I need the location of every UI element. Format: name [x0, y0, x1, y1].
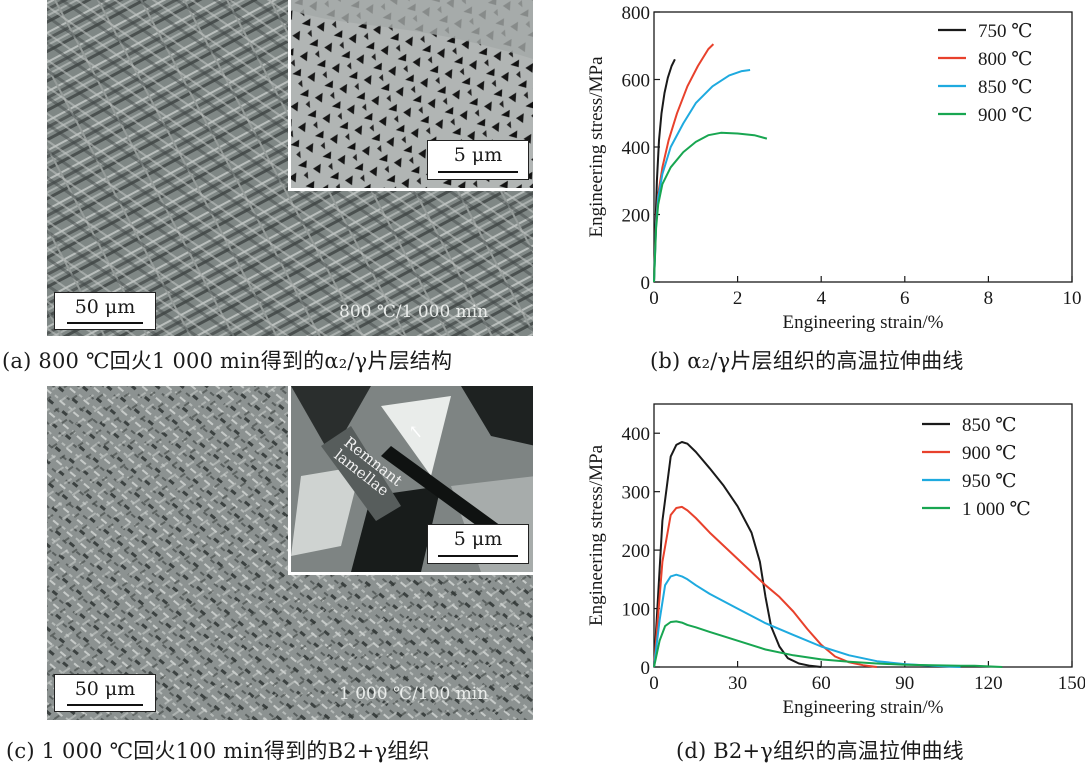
inset-scale-label-c: 5 μm	[453, 528, 503, 550]
inset-a: 5 μm	[288, 0, 533, 191]
series-line-d-1	[653, 505, 878, 668]
x-tick-label-d-5: 150	[1058, 673, 1085, 694]
inset-scale-bar-a: 5 μm	[427, 140, 529, 180]
x-tick-label-b-3: 6	[900, 288, 910, 309]
series-line-d-2	[653, 573, 961, 668]
legend-label-d-0: 850 ℃	[962, 415, 1017, 436]
condition-label-a: 800 ℃/1 000 min	[339, 302, 489, 322]
series-line-b-3	[653, 131, 768, 283]
series-line-d-3	[653, 620, 1003, 668]
caption-a: (a) 800 ℃回火1 000 min得到的α₂/γ片层结构	[2, 349, 453, 373]
legend-label-b-3: 900 ℃	[978, 105, 1033, 126]
x-tick-label-d-4: 120	[974, 673, 1003, 694]
y-tick-label-b-2: 400	[622, 138, 651, 159]
y-axis-label-d: Engineering stress/MPa	[586, 444, 607, 626]
x-tick-label-d-0: 0	[649, 673, 659, 694]
x-tick-label-d-2: 60	[812, 673, 831, 694]
legend-label-b-0: 750 ℃	[978, 21, 1033, 42]
caption-c: (c) 1 000 ℃回火100 min得到的B2+γ组织	[6, 739, 430, 763]
x-tick-label-b-0: 0	[649, 288, 659, 309]
scale-line-a	[67, 322, 143, 324]
legend-label-b-2: 850 ℃	[978, 77, 1033, 98]
scale-bar-c: 50 μm	[54, 674, 156, 712]
y-tick-label-b-1: 200	[622, 206, 651, 227]
y-axis-label-b: Engineering stress/MPa	[586, 56, 607, 238]
x-axis-label-d: Engineering strain/%	[783, 697, 944, 718]
legend-label-b-1: 800 ℃	[978, 49, 1033, 70]
y-tick-label-d-0: 0	[641, 658, 651, 679]
legend-label-d-3: 1 000 ℃	[962, 499, 1031, 520]
scale-bar-a: 50 μm	[54, 292, 156, 330]
condition-label-c: 1 000 ℃/100 min	[339, 684, 489, 704]
caption-d: (d) B2+γ组织的高温拉伸曲线	[676, 739, 964, 763]
y-tick-label-d-1: 100	[622, 600, 651, 621]
scale-label-a: 50 μm	[74, 296, 136, 318]
x-tick-label-b-2: 4	[816, 288, 826, 309]
plot-frame-d	[653, 403, 1073, 668]
series-line-b-2	[653, 69, 751, 283]
x-tick-label-b-1: 2	[733, 288, 743, 309]
inset-scale-line-a	[438, 171, 518, 173]
y-tick-label-b-3: 600	[622, 71, 651, 92]
scale-label-c: 50 μm	[74, 678, 136, 700]
x-tick-label-d-3: 90	[895, 673, 914, 694]
scale-line-c	[67, 704, 143, 706]
inset-scale-label-a: 5 μm	[453, 144, 503, 166]
y-tick-label-d-2: 200	[622, 541, 651, 562]
x-tick-label-b-5: 10	[1063, 288, 1082, 309]
x-tick-label-d-1: 30	[728, 673, 747, 694]
inset-c: Remnant lamellae ↑ 5 μm	[288, 386, 533, 575]
x-tick-label-b-4: 8	[984, 288, 994, 309]
legend-label-d-1: 900 ℃	[962, 443, 1017, 464]
inset-scale-bar-c: 5 μm	[427, 524, 529, 564]
x-axis-label-b: Engineering strain/%	[783, 312, 944, 333]
caption-b: (b) α₂/γ片层组织的高温拉伸曲线	[650, 349, 964, 373]
legend-label-d-2: 950 ℃	[962, 471, 1017, 492]
series-line-d-0	[653, 441, 822, 668]
y-tick-label-b-0: 0	[641, 273, 651, 294]
y-tick-label-d-4: 400	[622, 424, 651, 445]
tensile-chart-d: 0 30 60 90 120 150 0 100 200 300 400 Engineering st…	[586, 403, 1085, 718]
micrograph-c: Remnant lamellae ↑ 5 μm 50 μm 1 000 ℃/10…	[47, 386, 533, 720]
series-line-b-1	[653, 43, 715, 283]
micrograph-a: 5 μm 50 μm 800 ℃/1 000 min	[47, 0, 533, 336]
inset-scale-line-c	[438, 555, 518, 557]
tensile-chart-b: 0 2 4 6 8 10 0 200 400 600 800 Engineering strain/%…	[586, 3, 1082, 333]
y-tick-label-d-3: 300	[622, 483, 651, 504]
y-tick-label-b-4: 800	[622, 3, 651, 24]
